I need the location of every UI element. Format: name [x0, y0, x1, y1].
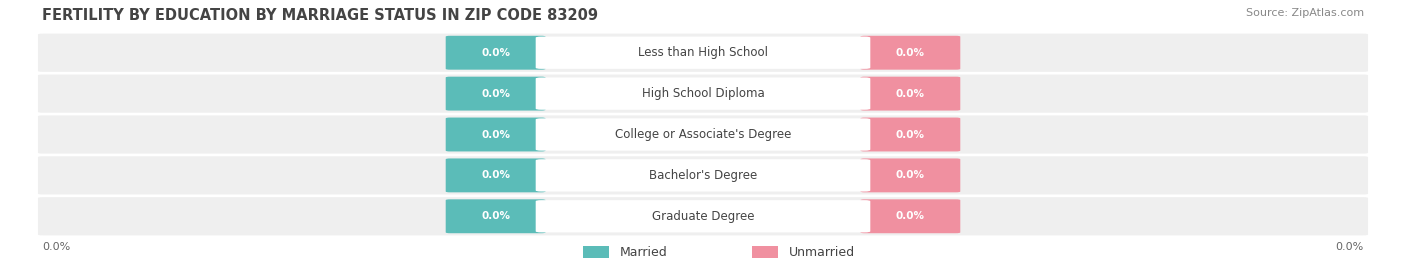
FancyBboxPatch shape: [536, 200, 870, 232]
Text: Unmarried: Unmarried: [789, 246, 855, 259]
Text: High School Diploma: High School Diploma: [641, 87, 765, 100]
Text: 0.0%: 0.0%: [896, 48, 925, 58]
Text: Source: ZipAtlas.com: Source: ZipAtlas.com: [1246, 8, 1364, 18]
FancyBboxPatch shape: [536, 159, 870, 192]
FancyBboxPatch shape: [536, 118, 870, 151]
FancyBboxPatch shape: [860, 199, 960, 233]
FancyBboxPatch shape: [860, 118, 960, 151]
Text: FERTILITY BY EDUCATION BY MARRIAGE STATUS IN ZIP CODE 83209: FERTILITY BY EDUCATION BY MARRIAGE STATU…: [42, 8, 598, 23]
Text: Graduate Degree: Graduate Degree: [652, 210, 754, 223]
FancyBboxPatch shape: [860, 77, 960, 111]
Text: 0.0%: 0.0%: [42, 242, 70, 252]
Text: 0.0%: 0.0%: [896, 89, 925, 99]
FancyBboxPatch shape: [860, 158, 960, 192]
Text: 0.0%: 0.0%: [1336, 242, 1364, 252]
Text: Married: Married: [620, 246, 668, 259]
FancyBboxPatch shape: [38, 34, 1368, 72]
FancyBboxPatch shape: [38, 197, 1368, 235]
Text: 0.0%: 0.0%: [481, 170, 510, 180]
FancyBboxPatch shape: [446, 199, 546, 233]
FancyBboxPatch shape: [446, 158, 546, 192]
FancyBboxPatch shape: [536, 37, 870, 69]
FancyBboxPatch shape: [38, 75, 1368, 113]
FancyBboxPatch shape: [860, 36, 960, 70]
FancyBboxPatch shape: [38, 156, 1368, 194]
FancyBboxPatch shape: [536, 77, 870, 110]
FancyBboxPatch shape: [446, 77, 546, 111]
Text: 0.0%: 0.0%: [481, 89, 510, 99]
FancyBboxPatch shape: [38, 115, 1368, 154]
Text: 0.0%: 0.0%: [481, 48, 510, 58]
FancyBboxPatch shape: [446, 118, 546, 151]
Text: Less than High School: Less than High School: [638, 46, 768, 59]
FancyBboxPatch shape: [446, 36, 546, 70]
Text: 0.0%: 0.0%: [481, 211, 510, 221]
Text: Bachelor's Degree: Bachelor's Degree: [650, 169, 756, 182]
Text: 0.0%: 0.0%: [896, 129, 925, 140]
Text: College or Associate's Degree: College or Associate's Degree: [614, 128, 792, 141]
Text: 0.0%: 0.0%: [896, 211, 925, 221]
Text: 0.0%: 0.0%: [481, 129, 510, 140]
FancyBboxPatch shape: [752, 246, 778, 258]
FancyBboxPatch shape: [583, 246, 609, 258]
Text: 0.0%: 0.0%: [896, 170, 925, 180]
